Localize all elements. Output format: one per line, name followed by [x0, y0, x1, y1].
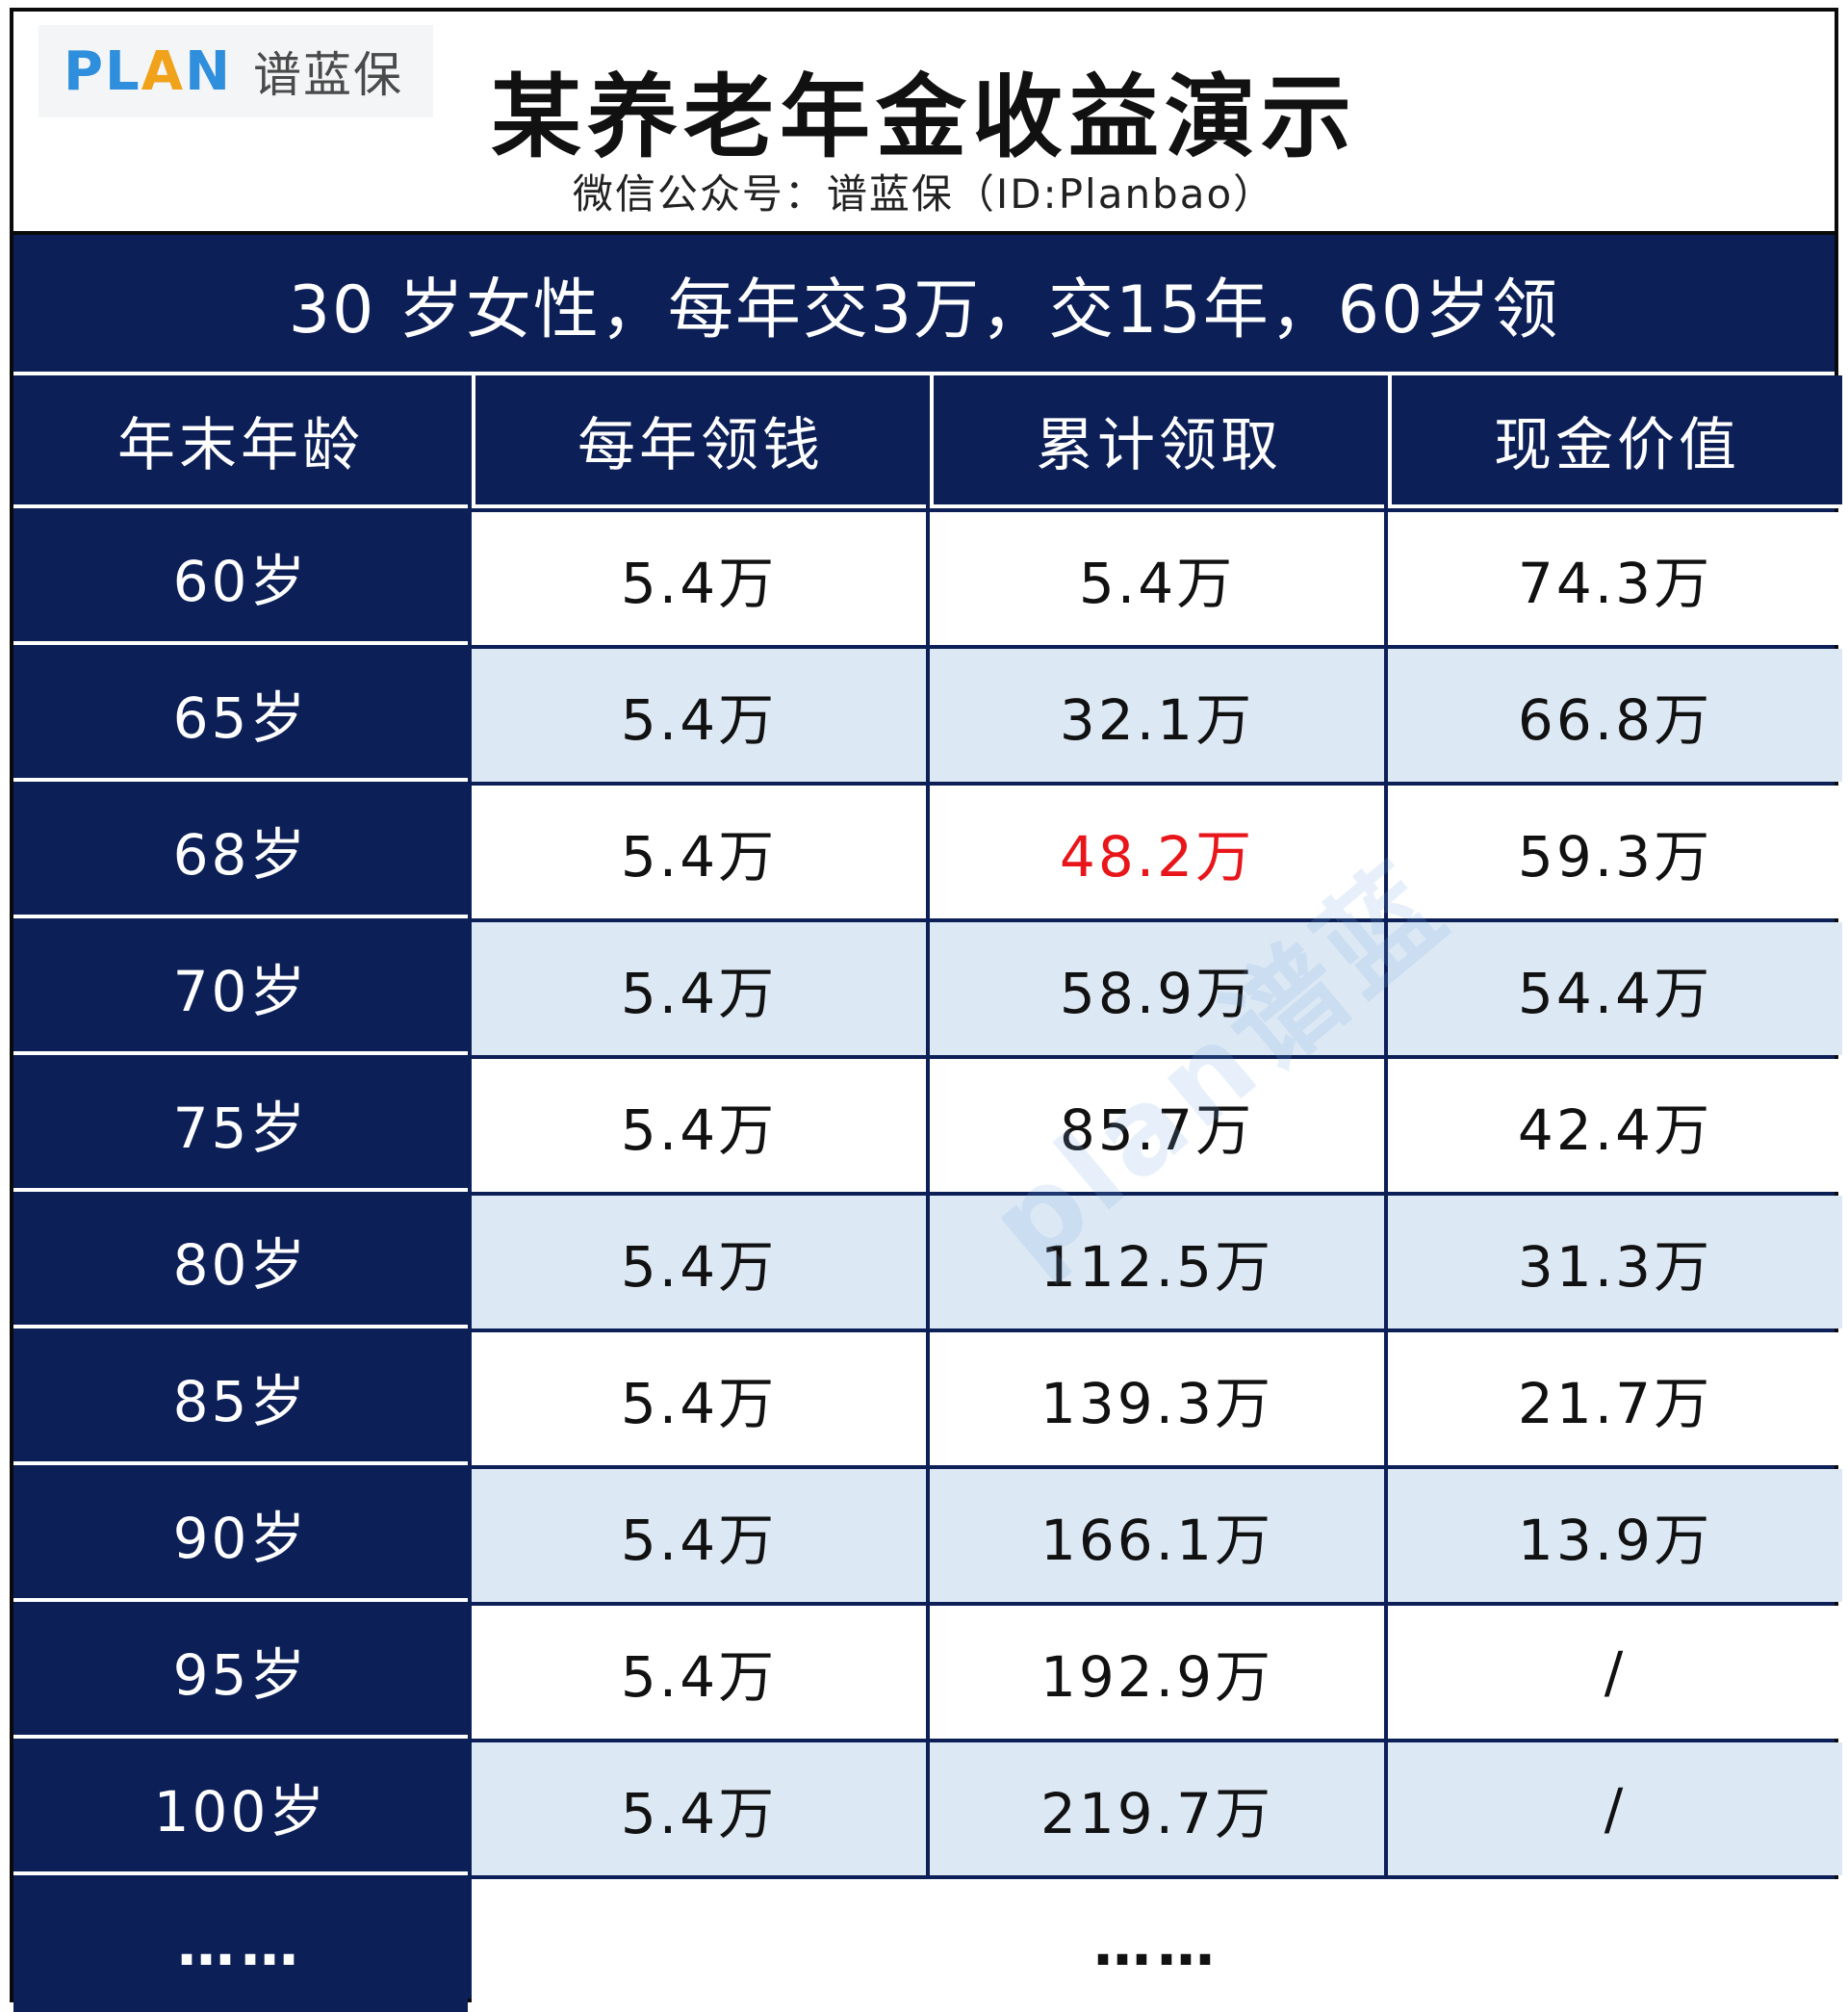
page-subtitle: 微信公众号：谱蓝保（ID:Planbao）: [572, 170, 1276, 218]
logo-brand-name: 谱蓝保: [252, 47, 403, 103]
annual-column-header: 每年领钱: [472, 375, 926, 508]
row-cash-cell: 31.3万: [1388, 1196, 1842, 1328]
row-cumulative-cell: 192.9万: [930, 1606, 1384, 1739]
row-age-cell: 85岁: [13, 1332, 468, 1465]
row-cumulative-cell: 139.3万: [930, 1332, 1384, 1465]
row-cash-cell: 42.4万: [1388, 1059, 1842, 1192]
ellipsis-age-cell: ……: [13, 1879, 468, 2012]
row-cash-cell: 21.7万: [1388, 1332, 1842, 1465]
row-age-cell: 100岁: [13, 1742, 468, 1875]
row-annual-cell: 5.4万: [472, 649, 926, 782]
ellipsis-values-cell: ……: [472, 1879, 1842, 2012]
cumulative-column-header: 累计领取: [930, 375, 1384, 508]
row-annual-cell: 5.4万: [472, 1059, 926, 1192]
page-title: 某养老年金收益演示: [490, 65, 1357, 170]
row-age-cell: 75岁: [13, 1059, 468, 1192]
row-cumulative-cell: 219.7万: [930, 1742, 1384, 1875]
row-annual-cell: 5.4万: [472, 1196, 926, 1328]
row-cash-cell: /: [1388, 1606, 1842, 1739]
row-age-cell: 60岁: [13, 512, 468, 645]
row-annual-cell: 5.4万: [472, 1742, 926, 1875]
header: PLAN 谱蓝保 某养老年金收益演示 微信公众号：谱蓝保（ID:Planbao）: [13, 12, 1835, 231]
row-age-cell: 80岁: [13, 1196, 468, 1328]
age-column-header: 年末年龄: [13, 375, 468, 508]
table-frame: PLAN 谱蓝保 某养老年金收益演示 微信公众号：谱蓝保（ID:Planbao）…: [10, 8, 1842, 2012]
row-cash-cell: 59.3万: [1388, 786, 1842, 918]
row-age-cell: 90岁: [13, 1469, 468, 1602]
row-cumulative-cell: 85.7万: [930, 1059, 1384, 1192]
row-cash-cell: 66.8万: [1388, 649, 1842, 782]
row-cash-cell: 13.9万: [1388, 1469, 1842, 1602]
benefit-table: 年末年龄 每年领钱 累计领取 现金价值 60岁 5.4万 5.4万 74.3万 65岁 5.4万 3…: [13, 375, 1842, 2012]
row-age-cell: 95岁: [13, 1606, 468, 1739]
scenario-banner: 30 岁女性，每年交3万，交15年，60岁领: [13, 231, 1835, 372]
row-age-cell: 68岁: [13, 786, 468, 918]
row-annual-cell: 5.4万: [472, 922, 926, 1055]
row-cumulative-cell: 32.1万: [930, 649, 1384, 782]
row-annual-cell: 5.4万: [472, 1606, 926, 1739]
row-cash-cell: 74.3万: [1388, 512, 1842, 645]
row-age-cell: 70岁: [13, 922, 468, 1055]
row-cumulative-cell: 58.9万: [930, 922, 1384, 1055]
row-annual-cell: 5.4万: [472, 512, 926, 645]
brand-logo: PLAN 谱蓝保: [38, 25, 433, 117]
row-annual-cell: 5.4万: [472, 1332, 926, 1465]
row-annual-cell: 5.4万: [472, 1469, 926, 1602]
row-cumulative-cell: 48.2万: [930, 786, 1384, 918]
row-cash-cell: 54.4万: [1388, 922, 1842, 1055]
row-cash-cell: /: [1388, 1742, 1842, 1875]
cash-value-column-header: 现金价值: [1388, 375, 1842, 508]
row-age-cell: 65岁: [13, 649, 468, 782]
logo-plan-text: PLAN: [64, 39, 232, 103]
row-annual-cell: 5.4万: [472, 786, 926, 918]
row-cumulative-cell: 112.5万: [930, 1196, 1384, 1328]
row-cumulative-cell: 166.1万: [930, 1469, 1384, 1602]
row-cumulative-cell: 5.4万: [930, 512, 1384, 645]
